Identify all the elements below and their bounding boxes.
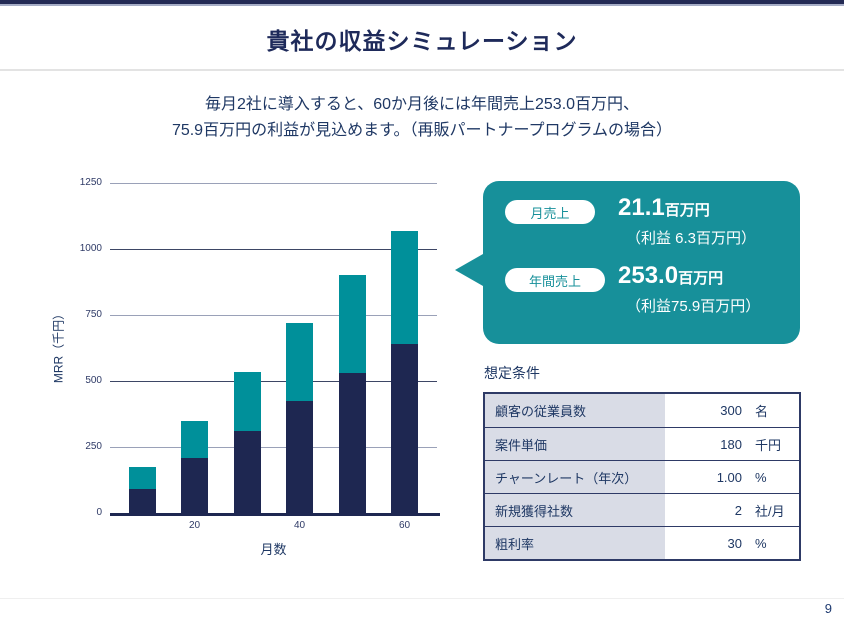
callout-value: 253.0百万円 [618, 262, 724, 289]
top-accent-bar-shadow [0, 4, 844, 6]
row-value-number: 2 [734, 502, 742, 518]
callout-row: 月売上 21.1百万円 （利益 6.3百万円） [483, 194, 800, 260]
row-value-unit: % [755, 535, 767, 551]
row-label: 新規獲得社数 [485, 494, 665, 526]
y-tick-label: 0 [96, 507, 102, 518]
conditions-title: 想定条件 [484, 365, 540, 381]
callout-profit: （利益75.9百万円） [626, 298, 761, 315]
row-label: チャーンレート（年次） [485, 461, 665, 493]
top-accent-bar [0, 0, 844, 4]
callout-badge: 月売上 [505, 200, 595, 224]
gridline-500 [110, 381, 437, 382]
gridline-750 [110, 315, 437, 316]
table-row: 案件単価 180 千円 [485, 427, 799, 460]
callout-tail [455, 254, 483, 286]
y-axis-title: MRR（千円） [51, 307, 66, 384]
y-tick-label: 1000 [79, 243, 102, 254]
row-label: 顧客の従業員数 [485, 394, 665, 427]
table-row: 新規獲得社数 2 社/月 [485, 493, 799, 526]
bar-segment-series-navy [181, 457, 208, 513]
page-title: 貴社の収益シミュレーション [266, 28, 578, 54]
page-number: 9 [824, 601, 832, 616]
callout-value-unit: 百万円 [678, 270, 724, 287]
row-value: 30% [665, 527, 799, 559]
row-value-unit: 千円 [755, 437, 782, 453]
bar-segment-series-teal [181, 420, 208, 458]
row-value: 180 千円 [665, 428, 799, 460]
row-value-number: 180 [720, 436, 742, 452]
row-value-number: 300 [720, 403, 742, 418]
row-value: 1.00% [665, 461, 799, 493]
subtitle: 毎月2社に導入すると、60か月後には年間売上253.0百万円、 75.9百万円の… [0, 92, 844, 144]
bar-segment-series-teal [128, 466, 156, 490]
callout-value-unit: 百万円 [664, 202, 710, 219]
row-value-number: 1.00 [716, 469, 742, 485]
gridline-250 [110, 447, 437, 448]
callout-value: 21.1百万円 [618, 194, 710, 221]
row-value-unit: 名 [755, 404, 769, 419]
subtitle-line2: 75.9百万円の利益が見込めます。（再販パートナープログラムの場合） [171, 122, 673, 139]
bar-segment-series-teal [391, 230, 418, 345]
bar-segment-series-teal [338, 275, 366, 374]
row-label: 案件単価 [485, 428, 665, 460]
bar-segment-series-navy [128, 489, 156, 513]
x-tick-label: 20 [188, 520, 201, 531]
gridline-1250 [110, 183, 437, 184]
row-value: 300 名 [665, 394, 799, 427]
bar-segment-series-teal [286, 322, 313, 401]
callout-badge: 年間売上 [505, 268, 605, 292]
x-tick-label: 40 [293, 520, 306, 531]
bar-segment-series-navy [233, 431, 261, 513]
x-axis-line [110, 513, 440, 516]
table-row: 粗利率 30% [485, 526, 799, 559]
callout-row: 年間売上 253.0百万円 （利益75.9百万円） [483, 262, 800, 328]
x-axis-title: 月数 [260, 542, 287, 557]
subtitle-line1: 毎月2社に導入すると、60か月後には年間売上253.0百万円、 [204, 96, 640, 113]
row-value: 2 社/月 [665, 494, 799, 526]
callout-profit: （利益 6.3百万円） [626, 230, 757, 247]
bottom-divider [0, 598, 844, 599]
row-value-number: 30 [727, 535, 742, 551]
revenue-callout: 月売上 21.1百万円 （利益 6.3百万円） 年間売上 253.0百万円 （利益75.9… [455, 181, 800, 344]
bar-segment-series-navy [391, 344, 418, 513]
mrr-stacked-bar-chart: MRR（千円） 250 500 750 1000 1250 0 20 40 60 月数 [40, 165, 450, 565]
x-tick-label: 60 [398, 520, 411, 531]
title-divider [0, 69, 844, 71]
y-tick-label: 500 [85, 375, 102, 386]
conditions-table: 顧客の従業員数 300 名案件単価 180 千円 チャーンレート（年次） 1.00% 新規獲得… [483, 392, 801, 561]
y-tick-label: 1250 [79, 177, 102, 188]
y-tick-label: 250 [85, 441, 102, 452]
bar-segment-series-navy [338, 373, 366, 513]
table-row: チャーンレート（年次） 1.00% [485, 460, 799, 493]
bar-segment-series-teal [233, 371, 261, 432]
y-tick-label: 750 [85, 309, 102, 320]
gridline-1000 [110, 249, 437, 250]
bar-segment-series-navy [286, 400, 313, 513]
table-row: 顧客の従業員数 300 名 [485, 394, 799, 427]
row-label: 粗利率 [485, 527, 665, 559]
row-value-unit: 社/月 [755, 503, 785, 519]
row-value-unit: % [755, 469, 767, 485]
